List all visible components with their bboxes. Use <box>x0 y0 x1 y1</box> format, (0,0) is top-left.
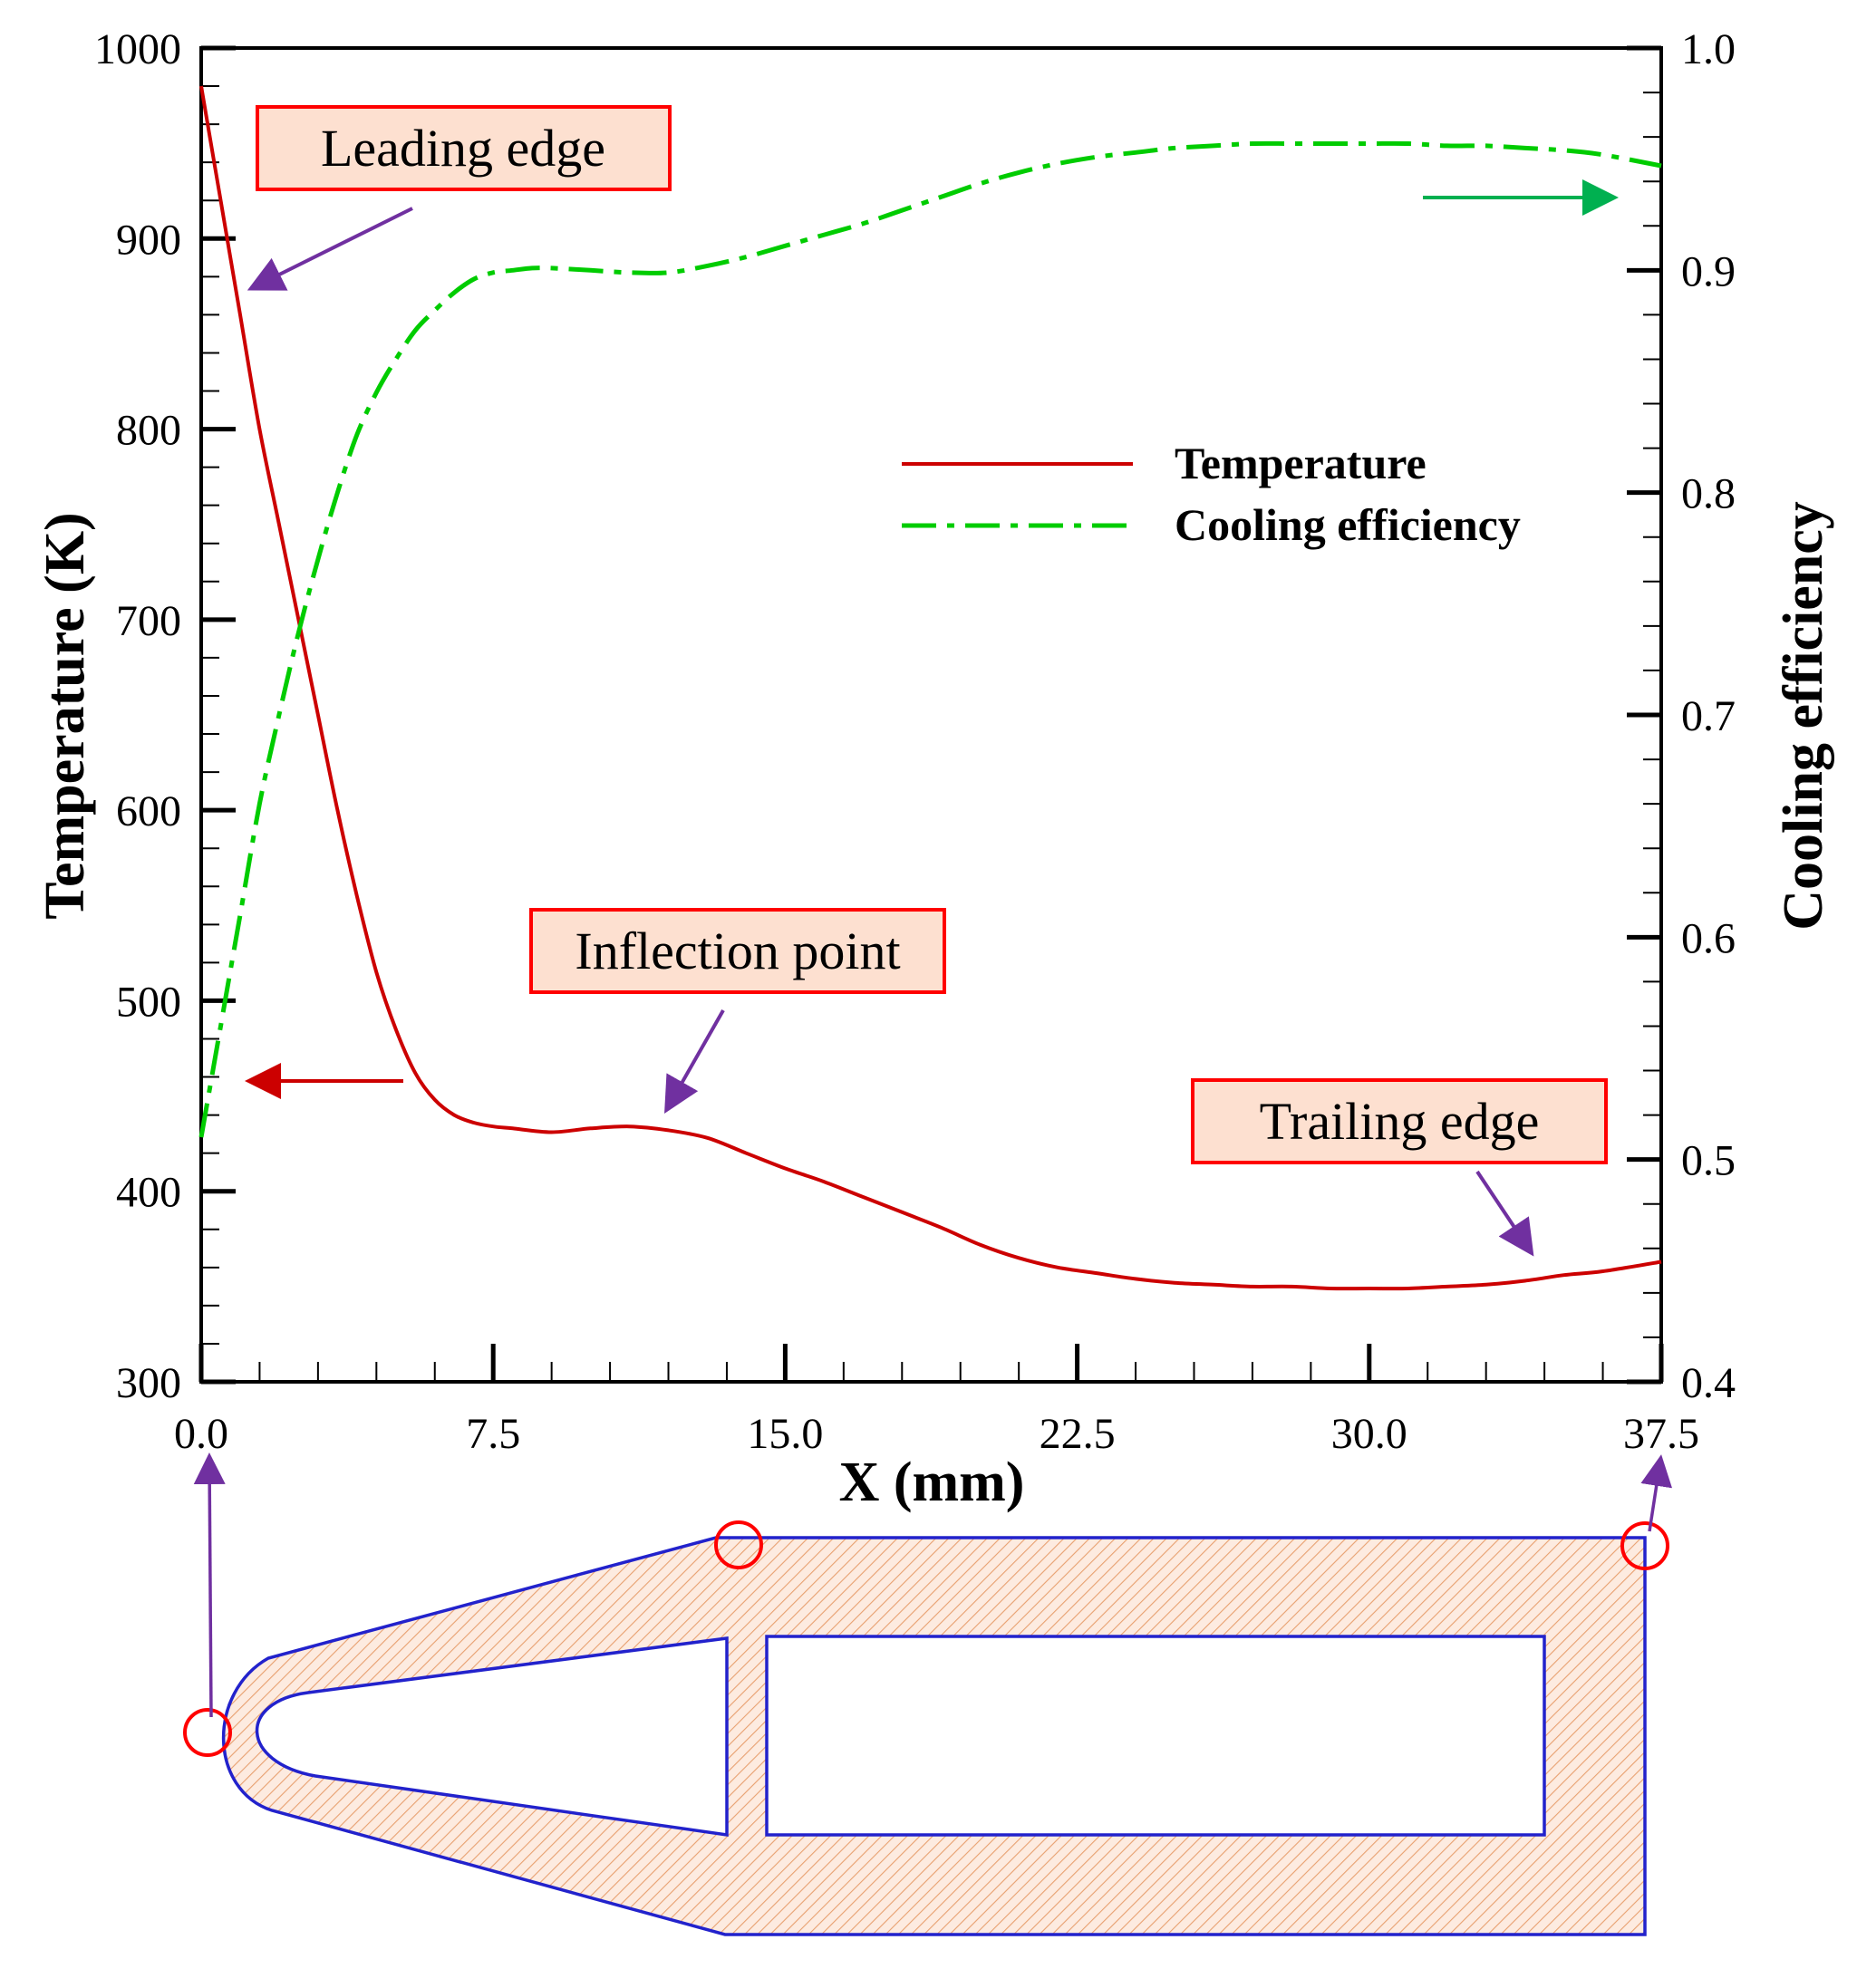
annotation-inflection-point: Inflection point <box>529 908 946 994</box>
annotation-box <box>529 908 946 994</box>
y2-tick-label: 0.4 <box>1681 1359 1736 1407</box>
x-tick-label: 0.0 <box>174 1410 228 1458</box>
y-tick-label: 500 <box>116 978 181 1026</box>
leading-edge-marker <box>183 1708 232 1757</box>
y2-tick-label: 0.8 <box>1681 470 1736 518</box>
airfoil-schematic <box>183 1452 1673 1936</box>
y2-tick-label: 0.9 <box>1681 247 1736 295</box>
x-axis-title: X (mm) <box>839 1452 1025 1513</box>
x-tick-label: 37.5 <box>1623 1410 1699 1458</box>
y2-tick-label: 0.6 <box>1681 914 1736 962</box>
y2-tick-label: 0.5 <box>1681 1137 1736 1185</box>
airfoil-rear-cavity <box>765 1635 1546 1837</box>
annotation-label: Inflection point <box>575 922 900 980</box>
trailing-edge-marker <box>1620 1521 1669 1570</box>
x-tick-label: 30.0 <box>1331 1410 1407 1458</box>
y-axis-title: Temperature (K) <box>34 512 96 919</box>
series-line-cooling-efficiency <box>198 140 1662 1138</box>
x-tick-label: 7.5 <box>466 1410 520 1458</box>
y-tick-label: 800 <box>116 407 181 455</box>
y-axis-ticks: 300 400 500 600 700 800 900 1000 <box>94 25 236 1407</box>
x-tick-label: 22.5 <box>1040 1410 1116 1458</box>
y2-tick-label: 1.0 <box>1681 25 1736 73</box>
airfoil-front-cavity <box>255 1636 729 1838</box>
y-tick-label: 1000 <box>94 25 181 73</box>
trailing-edge-pointer <box>1475 1170 1534 1257</box>
y2-tick-label: 0.7 <box>1681 692 1736 740</box>
legend-label-temperature: Temperature <box>1175 438 1427 488</box>
leading-edge-pointer <box>247 207 413 291</box>
y-tick-label: 700 <box>116 597 181 645</box>
x-axis-ticks: 0.0 7.5 15.0 22.5 30.0 37.5 <box>174 1344 1699 1458</box>
y-tick-label: 900 <box>116 216 181 264</box>
x-tick-label: 15.0 <box>747 1410 823 1458</box>
annotation-label: Trailing edge <box>1260 1092 1540 1151</box>
y-tick-label: 400 <box>116 1169 181 1217</box>
y2-axis-ticks: 0.4 0.5 0.6 0.7 0.8 0.9 1.0 <box>1627 25 1736 1407</box>
legend: Temperature Cooling efficiency <box>902 438 1521 550</box>
y-tick-label: 300 <box>116 1359 181 1407</box>
annotation-box <box>256 105 672 191</box>
annotation-trailing-edge: Trailing edge <box>1191 1078 1608 1164</box>
annotation-leading-edge: Leading edge <box>256 105 672 191</box>
inflection-point-pointer <box>664 1009 725 1114</box>
leading-edge-position-arrow <box>193 1452 226 1718</box>
trailing-edge-position-arrow <box>1640 1454 1673 1532</box>
annotation-label: Leading edge <box>321 119 605 178</box>
annotation-box <box>1191 1078 1608 1164</box>
plot-frame <box>199 46 1663 1384</box>
y-tick-label: 600 <box>116 787 181 835</box>
y2-axis-title: Cooling efficiency <box>1773 501 1834 931</box>
legend-label-cooling-efficiency: Cooling efficiency <box>1175 499 1521 550</box>
inflection-point-marker <box>714 1520 763 1569</box>
series-line-temperature <box>199 85 1662 1291</box>
